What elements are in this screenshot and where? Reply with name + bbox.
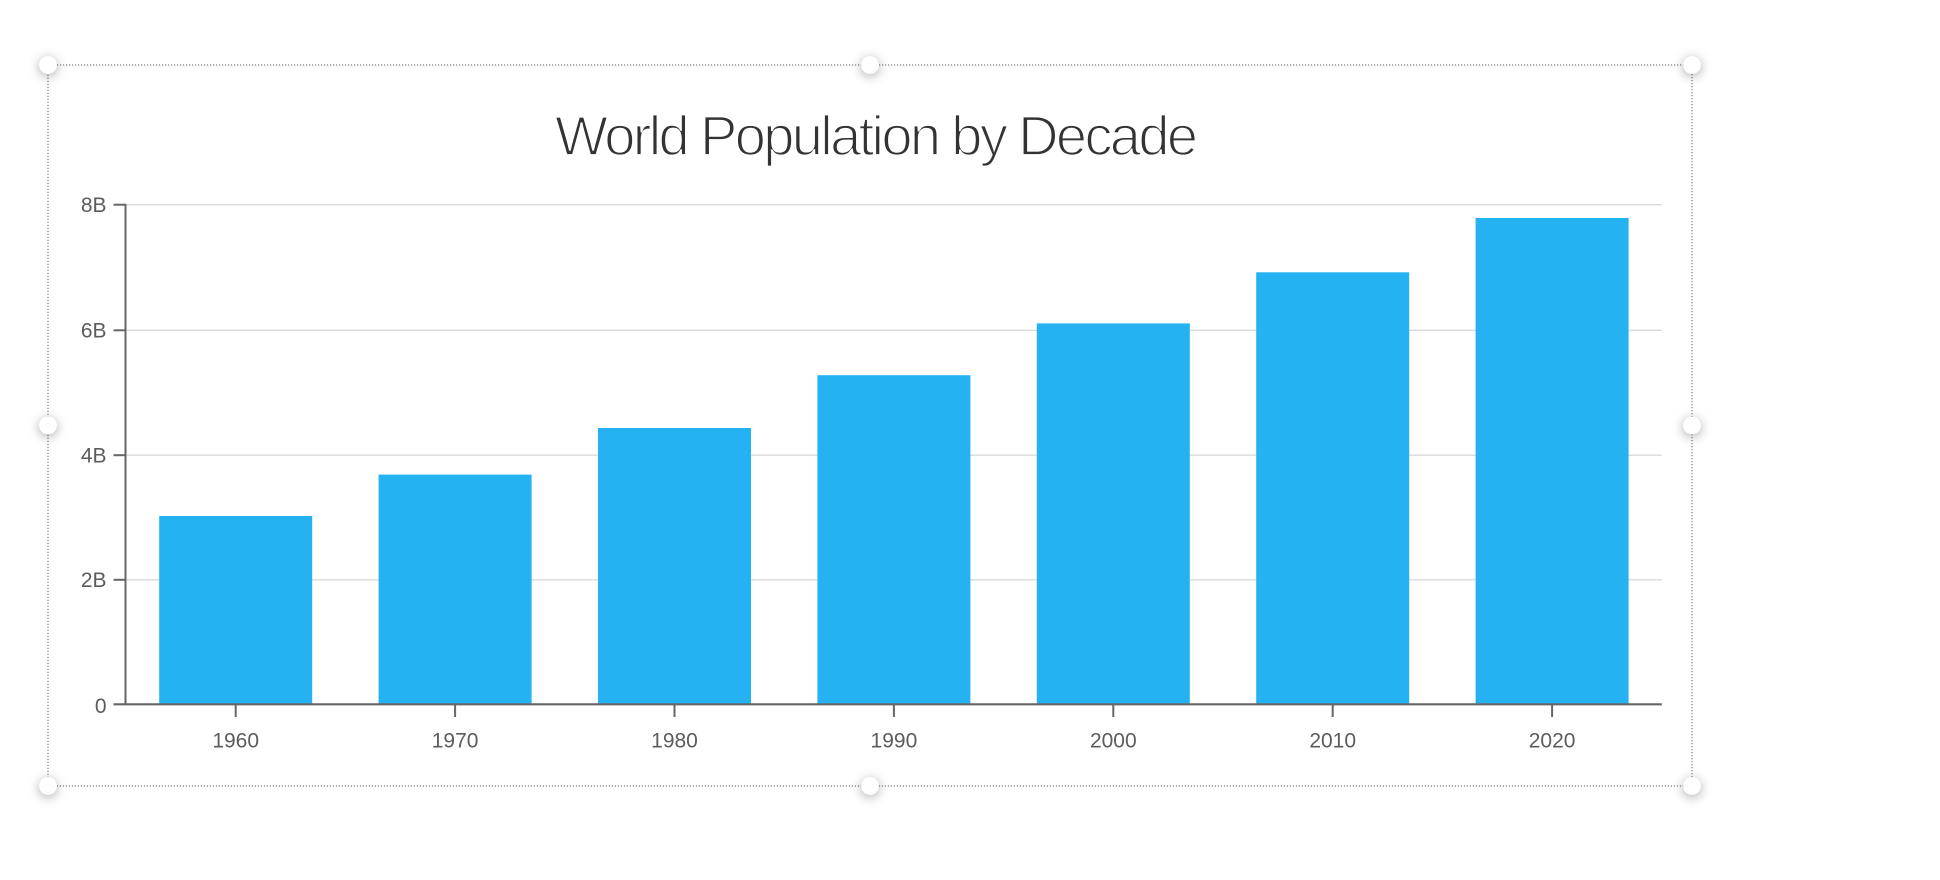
svg-text:1990: 1990 [871, 729, 918, 752]
svg-text:2010: 2010 [1309, 729, 1356, 752]
svg-text:4B: 4B [81, 444, 107, 467]
svg-text:0: 0 [95, 695, 107, 718]
svg-text:1970: 1970 [432, 729, 479, 752]
svg-text:2000: 2000 [1090, 729, 1137, 752]
svg-text:1960: 1960 [212, 729, 259, 752]
svg-text:2B: 2B [81, 569, 107, 592]
svg-text:1980: 1980 [651, 729, 698, 752]
svg-text:2020: 2020 [1529, 729, 1576, 752]
svg-text:6B: 6B [81, 320, 107, 343]
svg-text:World Population by Decade: World Population by Decade [555, 104, 1198, 167]
svg-text:8B: 8B [81, 194, 107, 217]
